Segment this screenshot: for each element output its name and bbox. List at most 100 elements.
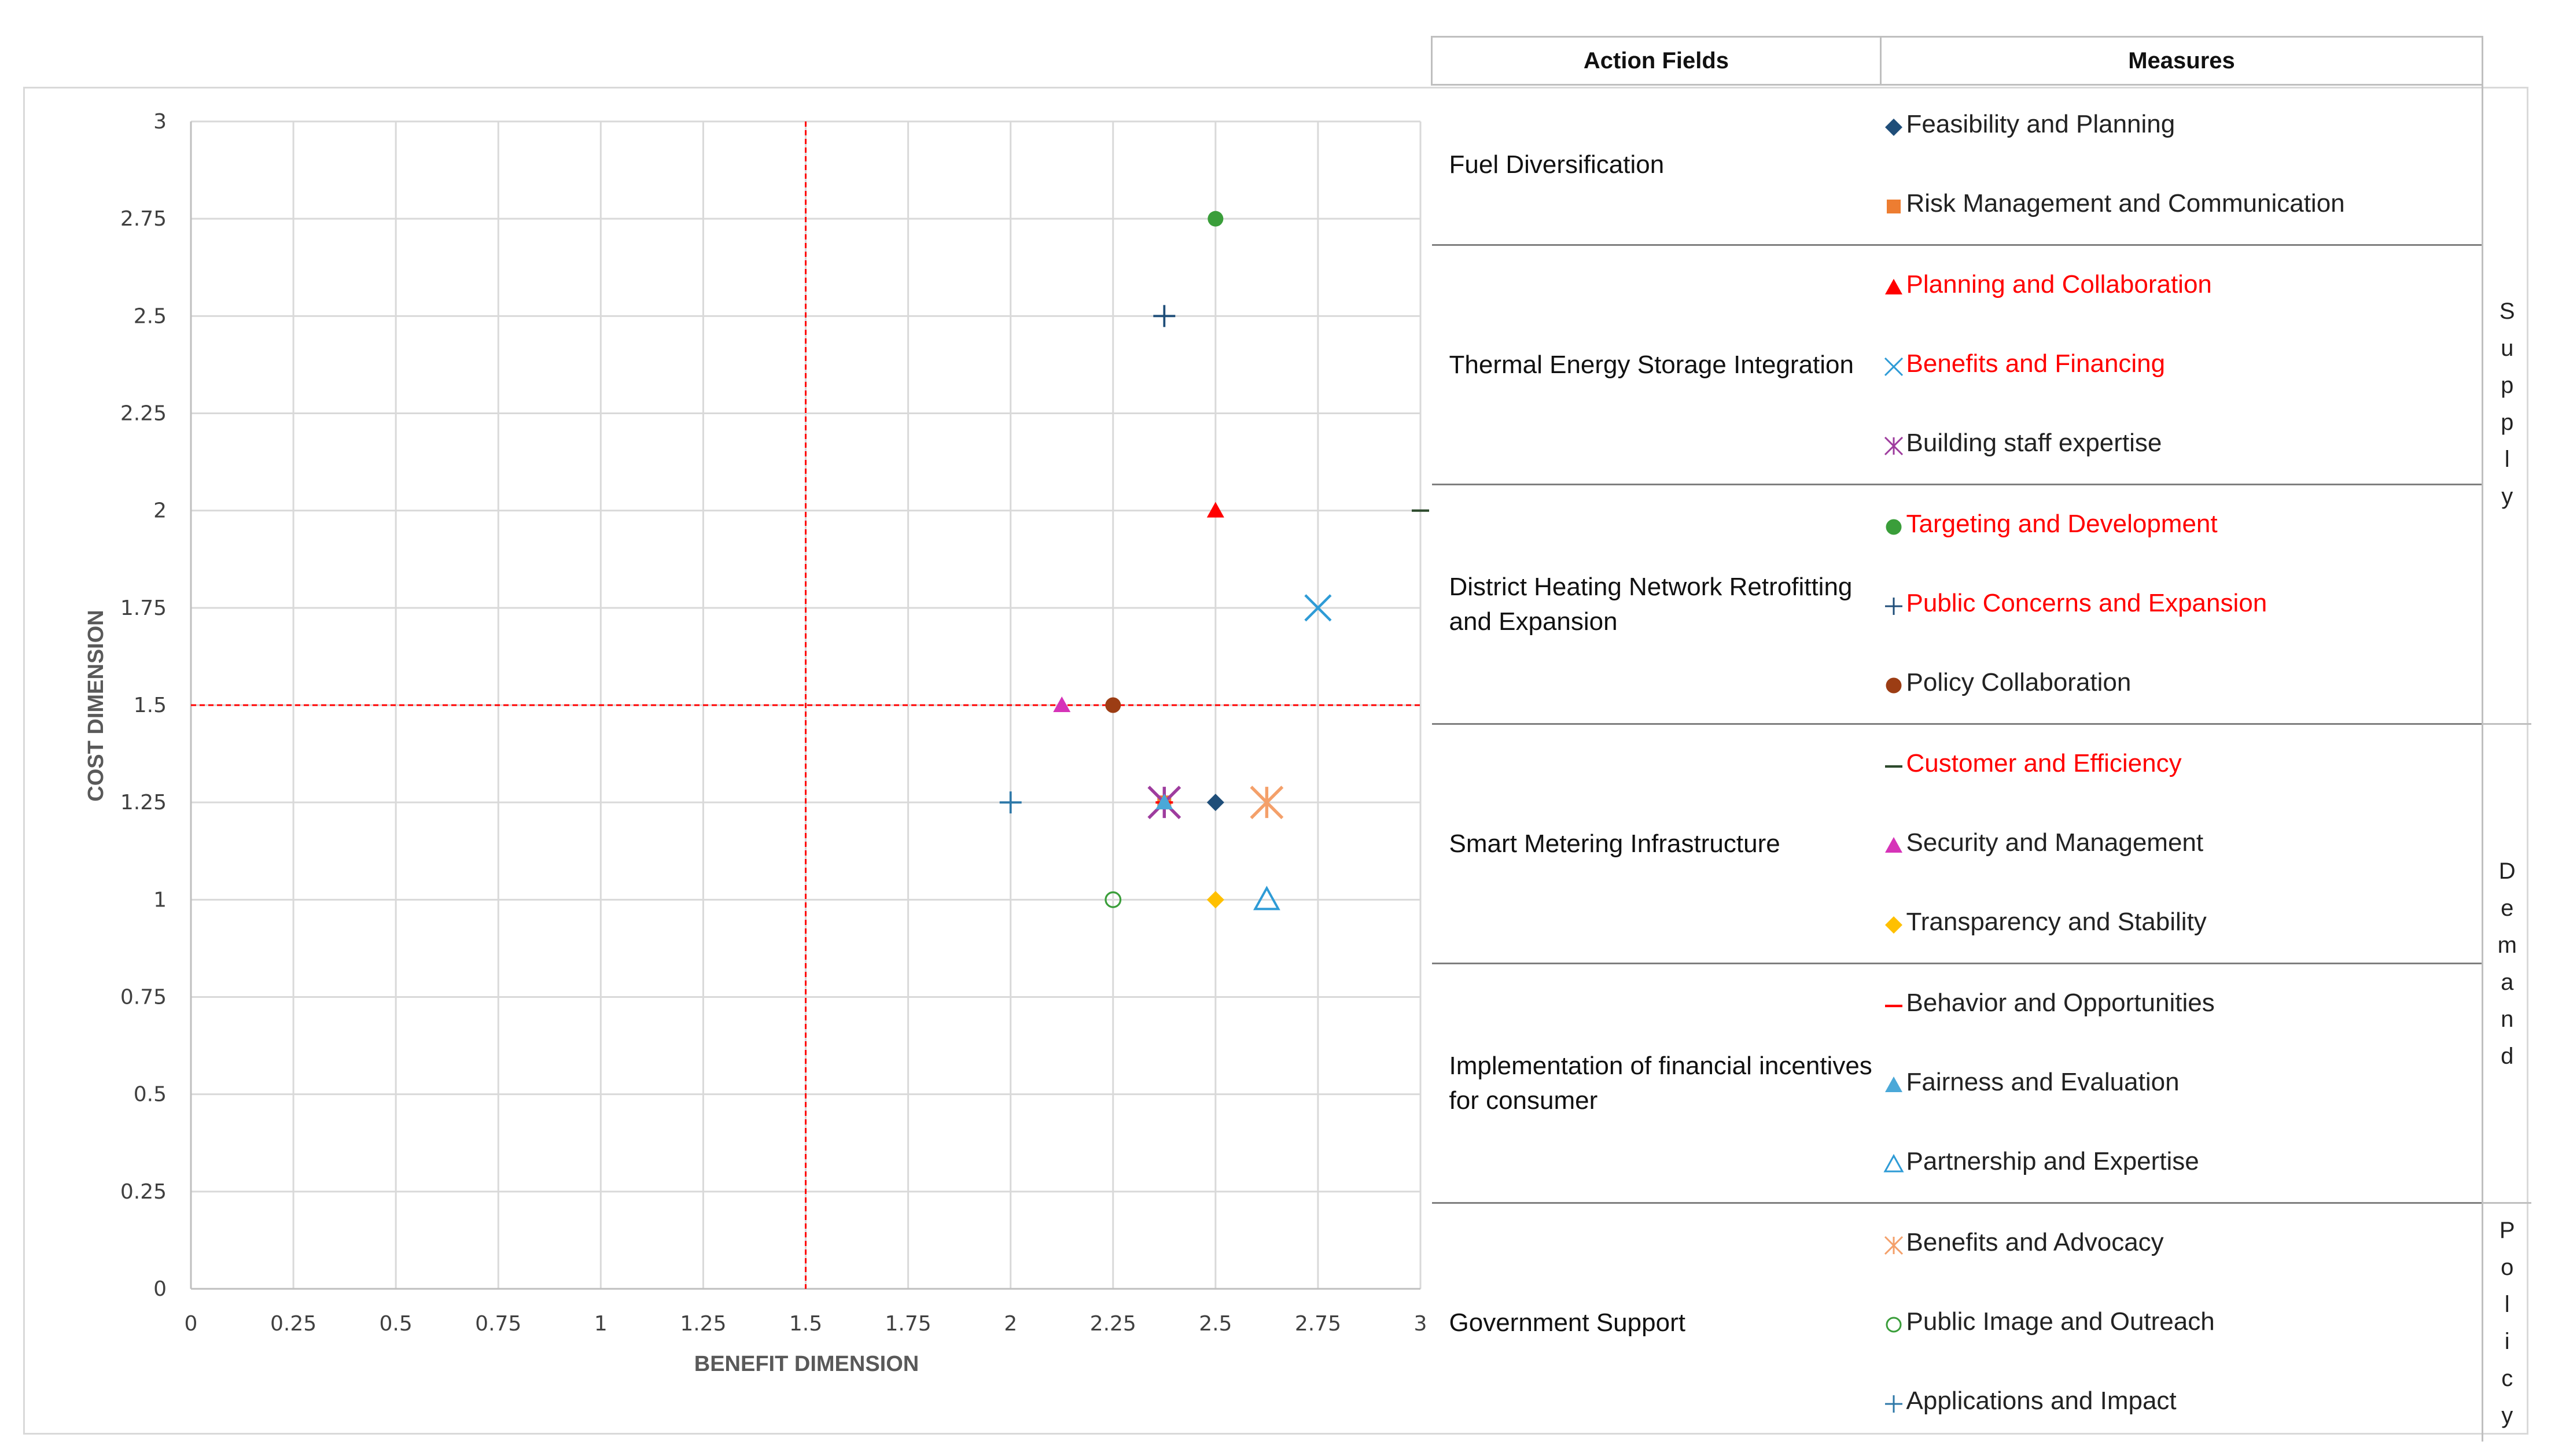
measure-label: Behavior and Opportunities <box>1906 989 2215 1018</box>
data-point-benefits-and-financing <box>1304 594 1332 622</box>
y-tick-label: 1.5 <box>134 694 167 717</box>
legend-marker-icon <box>1881 670 1906 699</box>
action-field-label: Smart Metering Infrastructure <box>1431 723 1881 964</box>
legend-row: Security and Management <box>1432 804 2531 883</box>
x-tick-label: 0.75 <box>475 1312 521 1336</box>
legend-marker-icon <box>1881 1230 1906 1259</box>
measure-item: Transparency and Stability <box>1881 883 2483 964</box>
legend-marker-icon <box>1881 430 1906 459</box>
legend-row: Risk Management and Communication <box>1432 165 2531 245</box>
x-tick-label: 2.5 <box>1199 1312 1232 1336</box>
legend-marker-icon <box>1881 351 1906 380</box>
legend-row: Benefits and Financing <box>1432 325 2531 404</box>
data-point-transparency-and-stability <box>1206 891 1224 909</box>
y-tick-label: 3 <box>153 110 167 134</box>
data-point-planning-and-collaboration <box>1206 502 1224 518</box>
measure-item: Security and Management <box>1881 804 2483 883</box>
data-point-feasibility-and-planning <box>1206 794 1224 812</box>
y-tick-label: 2.25 <box>120 402 167 426</box>
measure-label: Partnership and Expertise <box>1906 1147 2199 1176</box>
measure-item: Risk Management and Communication <box>1881 165 2483 245</box>
measure-item: Public Image and Outreach <box>1881 1283 2483 1362</box>
measure-item: Applications and Impact <box>1881 1362 2483 1442</box>
action-field-label: Fuel Diversification <box>1449 150 1665 179</box>
measure-item: Targeting and Development <box>1880 484 2483 565</box>
x-tick-label: 1 <box>594 1312 608 1336</box>
measure-label: Public Image and Outreach <box>1906 1307 2215 1336</box>
legend-marker-icon <box>1881 1388 1906 1417</box>
legend-body: Fuel Diversification Feasibility and Plan… <box>1431 84 2531 1442</box>
x-tick-label: 3 <box>1414 1312 1427 1336</box>
y-tick-label: 1.25 <box>120 791 167 814</box>
measure-item: Partnership and Expertise <box>1881 1123 2483 1203</box>
y-tick-label: 2.5 <box>134 304 167 328</box>
y-axis-title: COST DIMENSION <box>84 610 108 801</box>
legend-marker-icon <box>1881 591 1906 620</box>
measure-label: Feasibility and Planning <box>1906 110 2175 139</box>
data-point-public-concerns-and-expansion <box>1153 305 1176 327</box>
data-point-fairness-and-evaluation <box>1155 794 1173 810</box>
data-point-policy-collaboration <box>1105 697 1121 713</box>
legend-table: Action Fields Measures Fuel Diversificat… <box>1431 36 2531 1442</box>
measure-item: Fairness and Evaluation <box>1881 1044 2483 1123</box>
action-field-label: Government Support <box>1431 1202 1881 1442</box>
legend-marker-icon <box>1881 1070 1906 1099</box>
action-field-label: District Heating Network Retrofitting an… <box>1431 484 1881 724</box>
legend-marker-icon <box>1881 751 1906 780</box>
measure-item: Benefits and Financing <box>1881 325 2483 404</box>
y-tick-label: 0 <box>153 1277 167 1301</box>
data-point-public-image-and-outreach <box>1105 891 1122 908</box>
action-field-label: Thermal Energy Storage Integration <box>1431 244 1881 485</box>
x-tick-label: 1.25 <box>680 1312 726 1336</box>
legend-row: Public Image and Outreach <box>1432 1283 2531 1362</box>
tick-labels: 0 0.25 0.5 0.75 1 1.25 1.5 1.75 2 2.25 2.5 2.75 3 0 0.… <box>120 110 1427 1336</box>
measure-label: Benefits and Advocacy <box>1906 1228 2164 1257</box>
measure-label: Fairness and Evaluation <box>1906 1068 2180 1097</box>
data-point-benefits-and-advocacy <box>1250 786 1284 820</box>
legend-row: Public Concerns and Expansion <box>1432 565 2531 644</box>
y-tick-label: 0.5 <box>134 1083 167 1107</box>
data-point-applications-and-impact <box>999 791 1022 814</box>
measure-item: Benefits and Advocacy <box>1880 1202 2483 1283</box>
x-tick-label: 0.5 <box>380 1312 413 1336</box>
legend-row: Fuel Diversification Feasibility and Plan… <box>1432 84 2531 724</box>
x-tick-label: 2 <box>1004 1312 1017 1336</box>
measure-item: Customer and Efficiency <box>1880 723 2483 804</box>
scatter-chart: 0 0.25 0.5 0.75 1 1.25 1.5 1.75 2 2.25 2.5 2.75 3 0 0.… <box>84 110 1429 1376</box>
x-axis-title: BENEFIT DIMENSION <box>694 1352 919 1376</box>
measure-item: Policy Collaboration <box>1881 644 2483 724</box>
y-tick-label: 1 <box>153 888 167 912</box>
measure-label: Risk Management and Communication <box>1906 189 2345 218</box>
measure-item: Behavior and Opportunities <box>1880 963 2483 1044</box>
legend-marker-icon <box>1881 511 1906 540</box>
legend-row: Policy Collaboration <box>1432 644 2531 724</box>
x-tick-label: 1.75 <box>885 1312 932 1336</box>
legend-row: Applications and Impact <box>1432 1362 2531 1442</box>
measure-label: Transparency and Stability <box>1906 908 2207 937</box>
measure-item: Planning and Collaboration <box>1880 244 2483 325</box>
legend-row: District Heating Network Retrofitting an… <box>1431 484 2531 724</box>
legend-marker-icon <box>1881 990 1906 1019</box>
legend-marker-icon <box>1881 1149 1906 1178</box>
y-tick-label: 0.25 <box>120 1180 167 1204</box>
legend-row: Implementation of financial incentives f… <box>1431 963 2531 1203</box>
measure-label: Customer and Efficiency <box>1906 749 2182 778</box>
measure-item: Building staff expertise <box>1881 404 2483 485</box>
y-tick-label: 2 <box>153 499 167 523</box>
x-tick-label: 0.25 <box>270 1312 316 1336</box>
x-tick-label: 2.25 <box>1090 1312 1136 1336</box>
measure-label: Benefits and Financing <box>1906 349 2166 378</box>
x-tick-label: 1.5 <box>789 1312 822 1336</box>
x-tick-label: 0 <box>185 1312 198 1336</box>
measure-item: Feasibility and Planning <box>1881 85 2483 165</box>
y-tick-label: 2.75 <box>120 207 167 231</box>
legend-marker-icon <box>1881 272 1906 301</box>
y-tick-label: 0.75 <box>120 986 167 1009</box>
measure-label: Building staff expertise <box>1906 429 2162 458</box>
legend-marker-icon <box>1881 909 1906 938</box>
measure-label: Planning and Collaboration <box>1906 270 2212 299</box>
legend-row: Thermal Energy Storage Integration Planni… <box>1431 244 2531 485</box>
legend-marker-icon <box>1881 112 1906 141</box>
